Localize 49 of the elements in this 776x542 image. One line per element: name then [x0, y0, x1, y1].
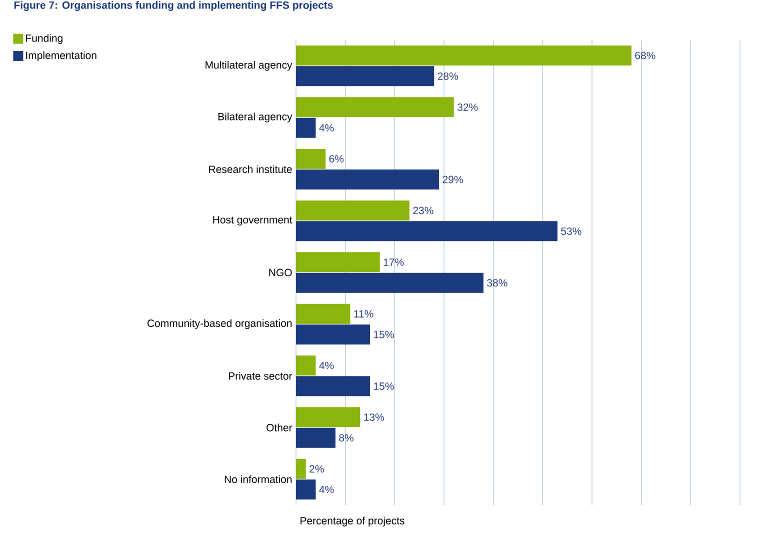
text: Figure 7: Organisations funding and implementing FFS projects: [14, 1, 333, 11]
x-axis-title: Percentage of projects: [300, 516, 404, 526]
bar: [296, 324, 370, 345]
bar: [296, 200, 410, 221]
data-label: 15%: [374, 382, 394, 390]
bar: [296, 304, 350, 324]
y-tick-label: Research institute: [209, 165, 292, 174]
data-label: 8%: [339, 434, 354, 442]
bar: [296, 170, 440, 190]
y-tick-label: Multilateral agency: [206, 60, 292, 71]
bar: [296, 221, 558, 242]
data-label: 17%: [384, 258, 404, 266]
data-label: 4%: [319, 486, 334, 494]
y-tick-label: Bilateral agency: [218, 112, 292, 122]
bar: [296, 376, 370, 396]
y-tick-label: NGO: [269, 268, 292, 276]
data-label: 23%: [413, 206, 434, 214]
y-tick-label: Community-based organisation: [148, 319, 292, 330]
legend-label: Funding: [26, 34, 62, 44]
y-tick-label: Host government: [213, 216, 292, 226]
bar: [296, 428, 336, 448]
bar: [296, 356, 316, 376]
data-label: 28%: [438, 72, 458, 80]
bar: [296, 480, 316, 500]
data-label: 29%: [442, 176, 463, 184]
bar: [296, 252, 380, 272]
data-label: 11%: [354, 310, 374, 318]
y-tick-label: No information: [224, 475, 292, 484]
data-label: 32%: [457, 103, 478, 111]
bar: [296, 407, 360, 428]
data-label: 68%: [635, 52, 656, 60]
data-label: 4%: [319, 362, 334, 370]
bar: [296, 272, 484, 293]
bar: [296, 97, 454, 118]
data-label: 6%: [329, 155, 344, 163]
y-tick-label: Private sector: [228, 372, 292, 380]
bar: [296, 66, 434, 86]
data-label: 4%: [319, 124, 334, 132]
legend-label: Implementation: [26, 51, 96, 62]
bar: [296, 458, 306, 479]
y-tick-label: Other: [266, 424, 292, 432]
bar: [296, 148, 326, 169]
bar: [296, 118, 316, 138]
data-label: 13%: [364, 413, 384, 421]
data-label: 38%: [487, 279, 508, 287]
data-label: 53%: [561, 227, 582, 235]
data-label: 15%: [374, 330, 394, 338]
data-label: 2%: [310, 465, 324, 473]
bar: [296, 46, 632, 66]
